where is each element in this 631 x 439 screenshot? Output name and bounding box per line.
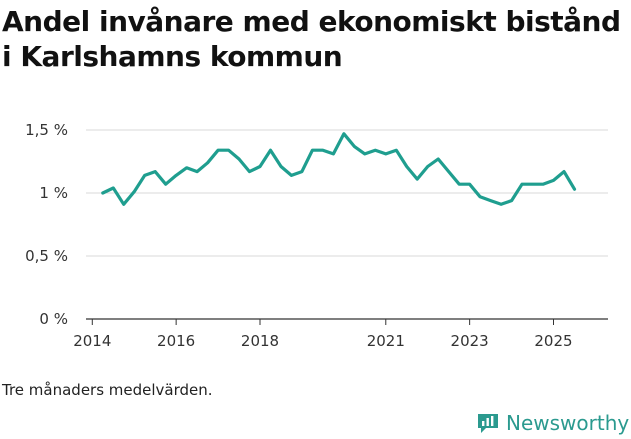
data-point — [185, 166, 188, 169]
x-tick-label: 2018 — [241, 332, 279, 350]
data-point — [122, 203, 125, 206]
data-point — [279, 165, 283, 168]
data-point — [311, 149, 314, 152]
data-point — [531, 183, 534, 186]
x-tick-label: 2025 — [534, 332, 572, 350]
x-tick-label: 2023 — [451, 332, 489, 350]
data-point — [133, 190, 136, 193]
data-point — [248, 170, 251, 173]
data-point — [437, 157, 440, 161]
y-tick-label: 0,5 % — [25, 247, 68, 265]
x-tick-label: 2014 — [73, 332, 111, 350]
newsworthy-logo-text: Newsworthy — [506, 411, 630, 435]
data-point — [405, 165, 408, 168]
data-point — [174, 174, 178, 177]
data-point — [541, 183, 545, 186]
data-point — [562, 170, 566, 173]
x-tick-label: 2016 — [157, 332, 195, 350]
y-tick-label: 1 % — [39, 184, 68, 202]
data-point — [227, 149, 230, 152]
data-point — [478, 195, 482, 198]
data-point — [353, 145, 356, 148]
data-point — [416, 177, 419, 181]
data-point — [258, 165, 262, 168]
data-point — [216, 149, 220, 152]
data-point — [332, 152, 335, 156]
data-point — [164, 183, 167, 186]
data-point — [206, 161, 209, 164]
data-point — [154, 170, 157, 173]
data-point — [384, 152, 387, 156]
data-point — [143, 174, 146, 177]
data-point — [195, 170, 199, 173]
data-point — [552, 179, 555, 182]
newsworthy-logo[interactable]: Newsworthy — [476, 408, 629, 438]
data-point — [300, 170, 304, 173]
series-group — [101, 132, 577, 206]
data-point — [426, 165, 429, 168]
data-point — [269, 149, 272, 152]
gridlines — [86, 129, 608, 320]
series-line — [101, 132, 577, 206]
data-point — [363, 152, 366, 156]
data-point — [489, 199, 492, 202]
x-axis: 2014 2016 2018 2021 2023 2025 — [73, 319, 573, 350]
data-point — [101, 191, 105, 195]
y-tick-label: 1,5 % — [25, 121, 68, 139]
data-point — [510, 199, 513, 202]
line-chart: 0 % 0,5 % 1 % 1,5 % 2014 2016 2018 2021 2023 202… — [25, 121, 608, 350]
data-point — [458, 183, 461, 186]
chart-title: Andel invånare med ekonomiskt bistånd i … — [2, 5, 621, 73]
y-tick-label: 0 % — [39, 310, 68, 328]
y-axis-ticks: 0 % 0,5 % 1 % 1,5 % — [25, 121, 68, 328]
data-point — [447, 170, 450, 173]
x-tick-label: 2021 — [367, 332, 405, 350]
footnote: Tre månaders medelvärden. — [2, 381, 213, 399]
data-point — [290, 174, 293, 177]
data-point — [520, 183, 524, 186]
data-point — [112, 186, 115, 190]
data-point — [237, 157, 241, 161]
data-point — [395, 149, 398, 152]
data-point — [374, 149, 377, 152]
data-point — [468, 183, 471, 186]
data-point — [321, 149, 325, 152]
data-point — [573, 188, 576, 191]
newsworthy-logo-icon — [478, 414, 498, 433]
data-point — [342, 132, 346, 135]
data-point — [499, 203, 503, 206]
